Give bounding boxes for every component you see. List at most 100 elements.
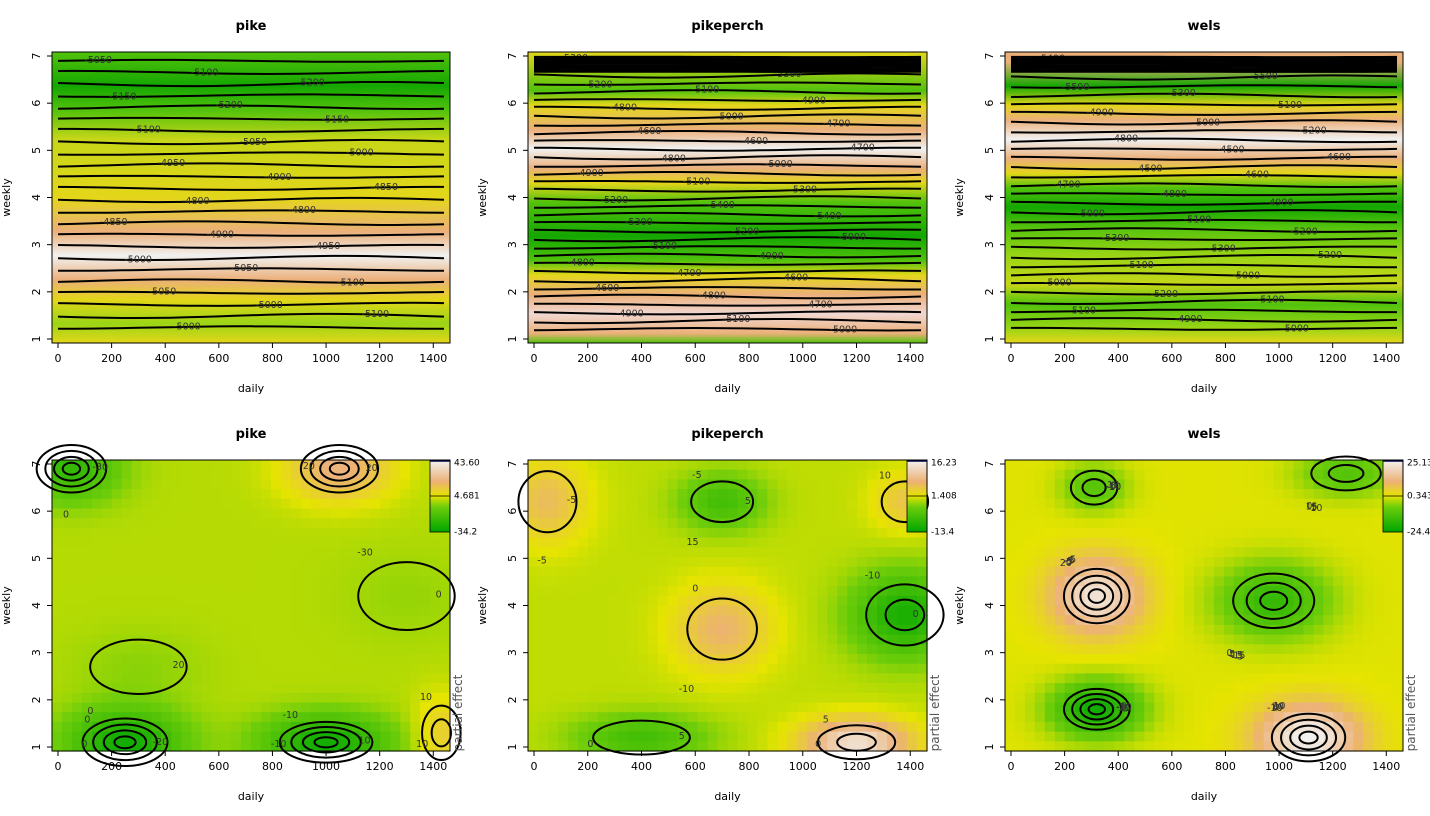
surface-cell: [1154, 498, 1165, 510]
surface-cell: [141, 460, 153, 471]
surface-cell: [1323, 663, 1334, 674]
plot-frame: [527, 459, 928, 752]
surface-cell: [280, 460, 292, 471]
surface-cell: [1005, 498, 1016, 510]
surface-cell: [101, 479, 113, 490]
surface-cell: [1233, 557, 1245, 568]
surface-cell: [320, 654, 332, 665]
surface-cell: [1363, 469, 1374, 480]
surface-cell: [587, 460, 599, 471]
surface-cell: [787, 624, 798, 636]
surface-cell: [607, 595, 619, 607]
surface-cell: [607, 586, 619, 597]
surface-cell: [1124, 731, 1135, 742]
surface-cell: [1174, 595, 1185, 607]
surface-cell: [817, 469, 828, 480]
surface-cell: [538, 712, 549, 723]
surface-cell: [857, 731, 868, 742]
surface-cell: [548, 644, 559, 655]
surface-cell: [1373, 712, 1384, 723]
surface-cell: [1233, 673, 1245, 684]
surface-cell: [587, 615, 599, 626]
surface-cell: [420, 731, 431, 742]
surface-cell: [1114, 663, 1125, 674]
surface-cell: [380, 605, 391, 616]
surface-cell: [1064, 557, 1076, 568]
surface-cell: [1174, 489, 1185, 500]
surface-cell: [52, 624, 63, 636]
surface-cell: [757, 460, 768, 471]
surface-cell: [677, 595, 689, 607]
surface-cell: [181, 712, 192, 723]
surface-cell: [917, 605, 928, 616]
contour-label: 10: [1273, 701, 1285, 712]
surface-cell: [1044, 527, 1056, 539]
surface-cell: [400, 566, 411, 577]
surface-cell: [241, 489, 252, 500]
x-tick-label: 800: [739, 760, 760, 773]
surface-cell: [251, 721, 262, 733]
surface-cell: [1154, 557, 1165, 568]
surface-cell: [1323, 673, 1334, 684]
surface-cell: [1144, 527, 1155, 539]
surface-cell: [420, 489, 431, 500]
surface-cell: [1044, 566, 1056, 577]
surface-cell: [1214, 479, 1225, 490]
surface-cell: [390, 586, 401, 597]
surface-cell: [607, 566, 619, 577]
contour-label: 10: [1118, 703, 1130, 714]
surface-cell: [1343, 731, 1354, 742]
surface-cell: [1024, 469, 1036, 480]
surface-cell: [837, 557, 848, 568]
surface-cell: [1094, 634, 1105, 645]
contour-line: [35, 443, 108, 494]
surface-cell: [1064, 508, 1076, 519]
contour-line: [57, 151, 445, 156]
surface-cell: [1194, 702, 1205, 713]
surface-cell: [320, 644, 332, 655]
surface-cell: [1024, 634, 1036, 645]
contour-label: -5300: [789, 185, 817, 196]
surface-cell: [101, 576, 113, 587]
surface-cell: [300, 605, 312, 616]
surface-cell: [390, 615, 401, 626]
surface-cell: [1263, 595, 1275, 607]
surface-cell: [557, 537, 569, 548]
contour-line: [816, 724, 897, 761]
surface-cell: [647, 702, 659, 713]
surface-cell: [747, 692, 759, 704]
surface-cell: [627, 702, 639, 713]
surface-cell: [597, 479, 609, 490]
surface-cell: [270, 586, 282, 597]
surface-cell: [577, 576, 589, 587]
surface-cell: [300, 518, 312, 529]
surface-cell: [171, 741, 182, 752]
surface-cell: [280, 469, 292, 480]
surface-cell: [300, 508, 312, 519]
surface-cell: [370, 663, 381, 674]
surface-cell: [737, 469, 749, 480]
surface-cell: [360, 702, 371, 713]
surface-cell: [1174, 576, 1185, 587]
surface-cell: [390, 479, 401, 490]
surface-cell: [907, 634, 918, 645]
surface-cell: [827, 663, 838, 674]
surface-cell: [430, 586, 441, 597]
surface-cell: [260, 586, 272, 597]
surface-cell: [1204, 741, 1215, 752]
surface-cell: [310, 469, 322, 480]
surface-cell: [251, 702, 262, 713]
surface-cell: [211, 712, 222, 723]
surface-cell: [420, 498, 431, 510]
surface-cell: [121, 741, 133, 752]
surface-cell: [587, 537, 599, 548]
surface-cell: [1393, 537, 1404, 548]
surface-cell: [1273, 692, 1285, 704]
contour-label: -4800: [567, 257, 595, 268]
surface-cell: [191, 537, 202, 548]
surface-cell: [1363, 498, 1374, 510]
contour-label: -5300: [1168, 88, 1196, 99]
y-tick-label: 2: [30, 288, 43, 295]
surface-cell: [181, 576, 192, 587]
surface-cell: [420, 537, 431, 548]
